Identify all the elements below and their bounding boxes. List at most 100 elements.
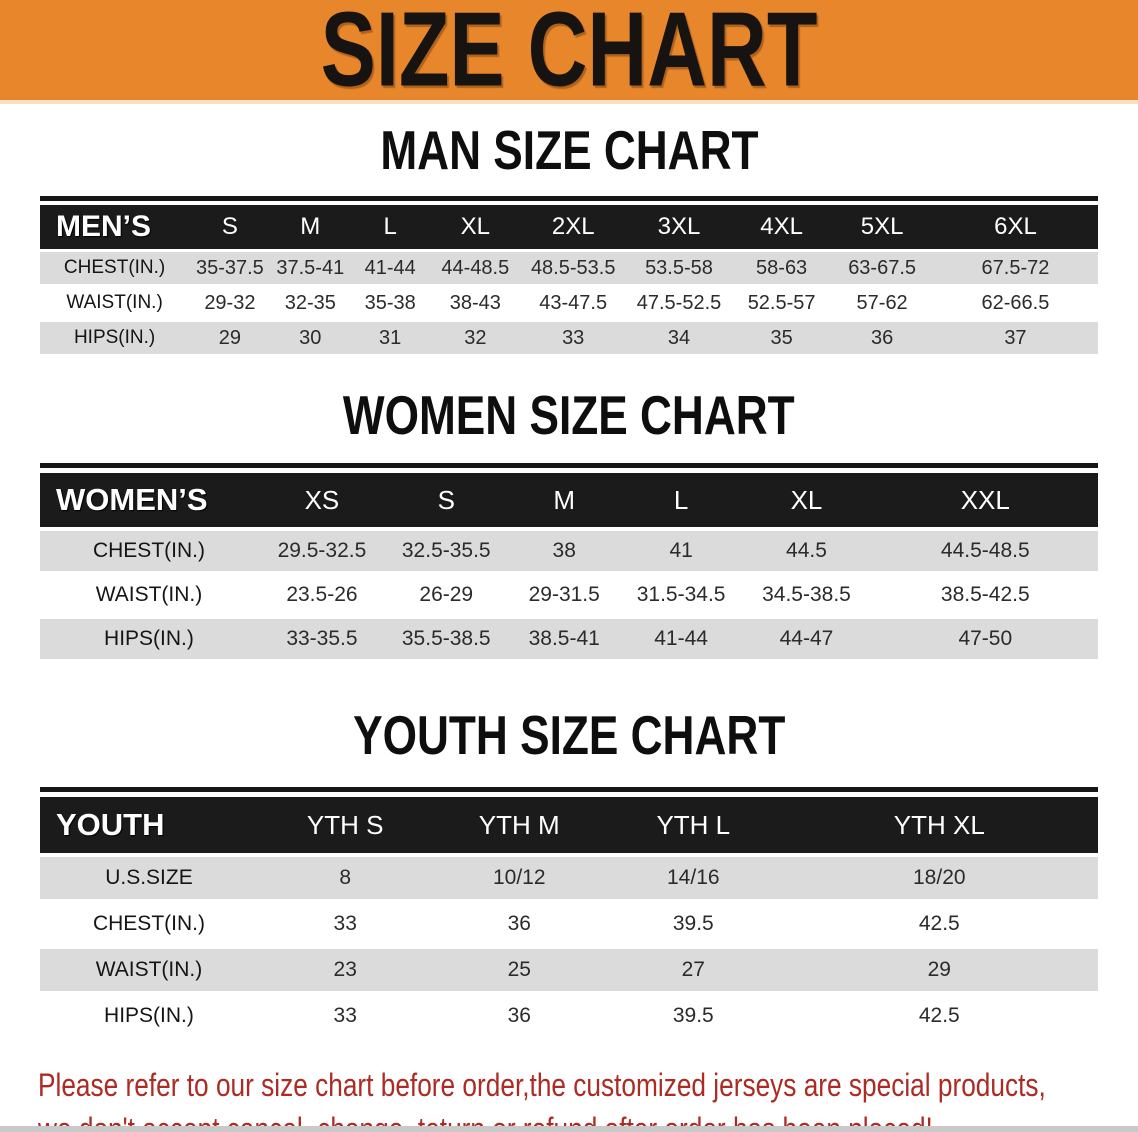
size-value-cell: 48.5-53.5 — [520, 252, 627, 284]
size-column-header: L — [621, 473, 741, 527]
size-value-cell: 35-37.5 — [189, 252, 271, 284]
youth-chest-row: CHEST(IN.) 33 36 39.5 42.5 — [40, 903, 1098, 945]
row-label: CHEST(IN.) — [40, 903, 258, 945]
man-size-chart-heading-text: MAN SIZE CHART — [379, 120, 759, 182]
size-value-cell: 43-47.5 — [520, 287, 627, 319]
size-column-header: YTH M — [432, 797, 606, 853]
row-label: HIPS(IN.) — [40, 995, 258, 1037]
man-size-chart-heading: MAN SIZE CHART — [0, 120, 1138, 182]
size-value-cell: 38.5-42.5 — [872, 575, 1098, 615]
youth-table-label: YOUTH — [40, 797, 258, 853]
size-column-header: S — [385, 473, 507, 527]
disclaimer-note: Please refer to our size chart before or… — [38, 1063, 1138, 1132]
bottom-divider — [0, 1126, 1138, 1132]
row-label: CHEST(IN.) — [40, 531, 258, 571]
size-value-cell: 34 — [626, 322, 732, 354]
size-value-cell: 38 — [506, 531, 622, 571]
size-column-header: 6XL — [932, 205, 1098, 249]
size-value-cell: 29 — [780, 949, 1098, 991]
size-column-header: XL — [740, 473, 873, 527]
size-value-cell: 34.5-38.5 — [740, 575, 873, 615]
womens-size-table: WOMEN’S XS S M L XL XXL CHEST(IN.) 29.5-… — [40, 463, 1098, 663]
size-value-cell: 39.5 — [606, 903, 781, 945]
size-chart-banner: SIZE CHART — [0, 0, 1138, 108]
mens-size-table: MEN’S S M L XL 2XL 3XL 4XL 5XL 6XL CHEST… — [40, 196, 1098, 357]
size-value-cell: 29-32 — [189, 287, 271, 319]
women-size-chart-heading: WOMEN SIZE CHART — [0, 385, 1138, 447]
mens-waist-row: WAIST(IN.) 29-32 32-35 35-38 38-43 43-47… — [40, 287, 1098, 319]
womens-waist-row: WAIST(IN.) 23.5-26 26-29 29-31.5 31.5-34… — [40, 575, 1098, 615]
size-value-cell: 41-44 — [349, 252, 431, 284]
size-value-cell: 44-48.5 — [430, 252, 521, 284]
size-value-cell: 30 — [270, 322, 350, 354]
size-value-cell: 35-38 — [349, 287, 431, 319]
size-value-cell: 36 — [432, 903, 606, 945]
womens-header-row: WOMEN’S XS S M L XL XXL — [40, 473, 1098, 527]
size-value-cell: 53.5-58 — [626, 252, 732, 284]
row-label: WAIST(IN.) — [40, 287, 190, 319]
row-label: HIPS(IN.) — [40, 619, 258, 659]
size-column-header: 4XL — [731, 205, 832, 249]
size-value-cell: 58-63 — [731, 252, 832, 284]
mens-header-row: MEN’S S M L XL 2XL 3XL 4XL 5XL 6XL — [40, 205, 1098, 249]
size-value-cell: 44.5-48.5 — [872, 531, 1098, 571]
size-value-cell: 8 — [257, 857, 433, 899]
mens-chest-row: CHEST(IN.) 35-37.5 37.5-41 41-44 44-48.5… — [40, 252, 1098, 284]
size-column-header: 2XL — [520, 205, 627, 249]
size-column-header: M — [506, 473, 622, 527]
row-label: CHEST(IN.) — [40, 252, 190, 284]
size-value-cell: 32 — [430, 322, 521, 354]
size-value-cell: 32.5-35.5 — [385, 531, 507, 571]
youth-ussize-row: U.S.SIZE 8 10/12 14/16 18/20 — [40, 857, 1098, 899]
size-value-cell: 36 — [831, 322, 933, 354]
size-value-cell: 44-47 — [740, 619, 873, 659]
size-value-cell: 14/16 — [606, 857, 781, 899]
size-value-cell: 44.5 — [740, 531, 873, 571]
size-value-cell: 33 — [257, 995, 433, 1037]
size-column-header: YTH L — [606, 797, 781, 853]
size-column-header: XS — [257, 473, 386, 527]
size-value-cell: 41-44 — [621, 619, 741, 659]
size-value-cell: 62-66.5 — [932, 287, 1098, 319]
womens-hips-row: HIPS(IN.) 33-35.5 35.5-38.5 38.5-41 41-4… — [40, 619, 1098, 659]
size-value-cell: 33 — [520, 322, 627, 354]
womens-chest-row: CHEST(IN.) 29.5-32.5 32.5-35.5 38 41 44.… — [40, 531, 1098, 571]
size-value-cell: 39.5 — [606, 995, 781, 1037]
youth-size-chart-heading-text: YOUTH SIZE CHART — [352, 705, 786, 767]
womens-table-top-border — [40, 463, 1098, 468]
size-value-cell: 35 — [731, 322, 832, 354]
size-value-cell: 27 — [606, 949, 781, 991]
size-value-cell: 38.5-41 — [506, 619, 622, 659]
row-label: WAIST(IN.) — [40, 575, 258, 615]
size-value-cell: 63-67.5 — [831, 252, 933, 284]
size-value-cell: 10/12 — [432, 857, 606, 899]
size-value-cell: 31.5-34.5 — [621, 575, 741, 615]
size-value-cell: 29-31.5 — [506, 575, 622, 615]
size-value-cell: 35.5-38.5 — [385, 619, 507, 659]
size-value-cell: 42.5 — [780, 903, 1098, 945]
women-size-chart-heading-text: WOMEN SIZE CHART — [343, 385, 795, 447]
size-value-cell: 26-29 — [385, 575, 507, 615]
size-value-cell: 29.5-32.5 — [257, 531, 386, 571]
size-value-cell: 36 — [432, 995, 606, 1037]
size-value-cell: 41 — [621, 531, 741, 571]
mens-table-label: MEN’S — [40, 205, 190, 249]
size-value-cell: 67.5-72 — [932, 252, 1098, 284]
size-value-cell: 57-62 — [831, 287, 933, 319]
size-value-cell: 47-50 — [872, 619, 1098, 659]
size-value-cell: 52.5-57 — [731, 287, 832, 319]
size-value-cell: 25 — [432, 949, 606, 991]
size-value-cell: 32-35 — [270, 287, 350, 319]
size-value-cell: 37.5-41 — [270, 252, 350, 284]
mens-hips-row: HIPS(IN.) 29 30 31 32 33 34 35 36 37 — [40, 322, 1098, 354]
size-value-cell: 33-35.5 — [257, 619, 386, 659]
size-column-header: L — [349, 205, 431, 249]
size-column-header: 3XL — [626, 205, 732, 249]
size-value-cell: 38-43 — [430, 287, 521, 319]
youth-hips-row: HIPS(IN.) 33 36 39.5 42.5 — [40, 995, 1098, 1037]
mens-table-top-border — [40, 196, 1098, 201]
size-value-cell: 18/20 — [780, 857, 1098, 899]
size-value-cell: 29 — [189, 322, 271, 354]
size-value-cell: 47.5-52.5 — [626, 287, 732, 319]
